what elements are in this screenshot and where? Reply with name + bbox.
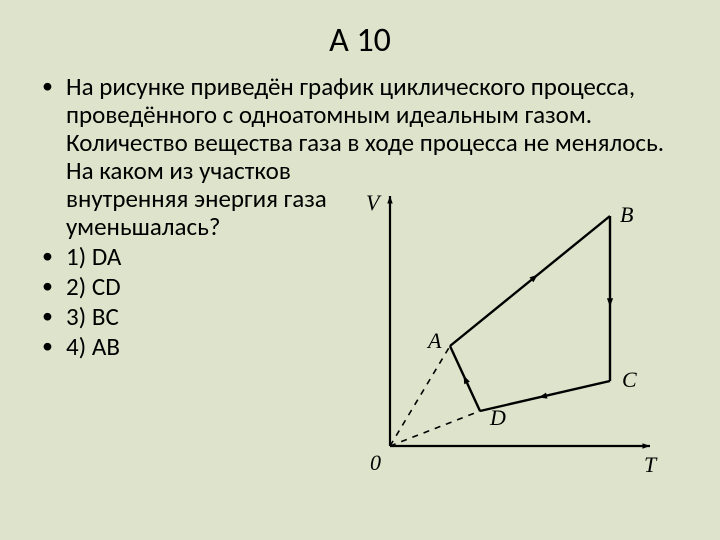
slide: А 10 На рисунке приведён график цикличес… — [0, 0, 720, 540]
question-intro: На рисунке приведён график циклического … — [66, 73, 678, 157]
option-3-label: 3) BC — [66, 301, 119, 332]
svg-text:A: A — [426, 328, 442, 353]
svg-text:T: T — [644, 452, 658, 477]
page-title: А 10 — [42, 20, 678, 61]
svg-text:B: B — [620, 202, 633, 227]
question-ask-line1: На каком из участков — [66, 157, 386, 185]
option-4-label: 4) AB — [66, 331, 120, 362]
option-1-label: 1) DA — [66, 241, 121, 272]
question-ask-line2: внутренняя энергия газа — [66, 185, 386, 213]
diagram-svg: V T 0 A B C D — [350, 186, 670, 486]
svg-text:C: C — [622, 367, 637, 392]
svg-text:V: V — [366, 190, 382, 215]
cycle-diagram: V T 0 A B C D — [350, 186, 670, 486]
option-2-label: 2) CD — [66, 271, 121, 302]
svg-text:0: 0 — [370, 450, 381, 475]
svg-text:D: D — [489, 405, 506, 430]
question-ask-line3: уменьшалась? — [66, 213, 386, 241]
